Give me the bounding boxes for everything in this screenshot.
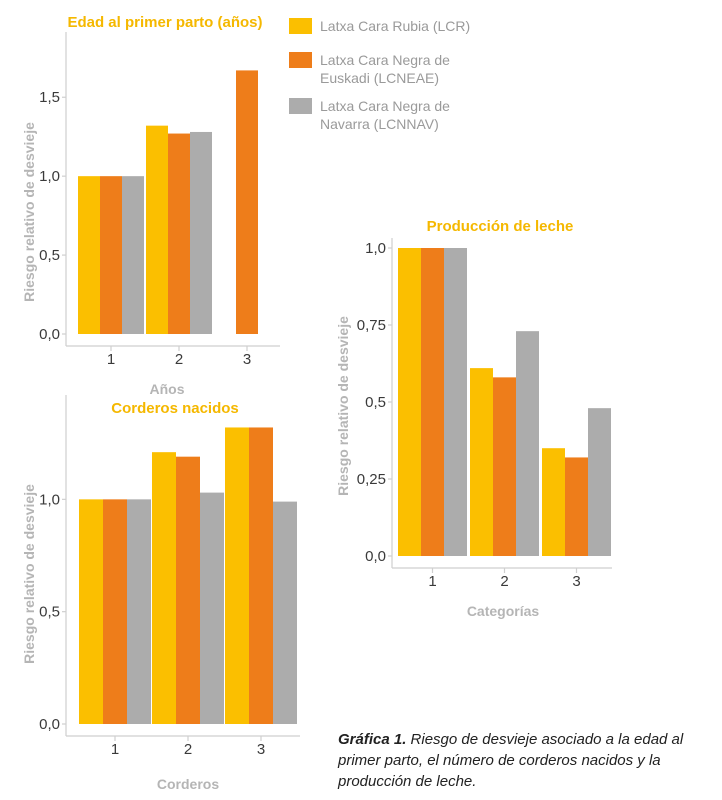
legend-label-lcnnav: Latxa Cara Negra de <box>320 98 450 114</box>
bar-lcnnav-cat-3 <box>273 501 297 724</box>
chart-title: Edad al primer parto (años) <box>67 14 262 31</box>
x-tick-label: 2 <box>184 741 192 758</box>
y-tick-label: 0,5 <box>365 394 386 411</box>
y-tick-label: 1,0 <box>365 240 386 257</box>
chart-title: Producción de leche <box>427 218 574 235</box>
y-tick-label: 0,25 <box>357 471 386 488</box>
chart-title: Corderos nacidos <box>111 400 239 417</box>
legend-label-lcneae: Euskadi (LCNEAE) <box>320 70 439 86</box>
bar-lcnnav-cat-2 <box>516 331 539 556</box>
y-tick-label: 1,0 <box>39 491 60 508</box>
x-tick-label: 3 <box>243 351 251 368</box>
x-axis-title: Años <box>150 381 185 397</box>
caption-text: Riesgo de desvieje asociado a la edad al… <box>338 731 684 790</box>
bar-lcneae-cat-1 <box>100 176 122 334</box>
bar-lcr-cat-1 <box>79 499 103 724</box>
bar-lcr-cat-1 <box>78 176 100 334</box>
bar-lcnnav-cat-2 <box>190 131 212 334</box>
bar-lcneae-cat-1 <box>421 248 444 556</box>
bar-lcneae-cat-3 <box>249 427 273 724</box>
bar-lcneae-cat-2 <box>168 133 190 334</box>
bar-lcneae-cat-2 <box>176 456 200 724</box>
legend-swatch-lcneae <box>289 52 312 68</box>
y-tick-label: 0,5 <box>39 247 60 264</box>
x-tick-label: 2 <box>500 573 508 590</box>
chart-produccion-leche: Producción de leche 0,0 0,25 0,5 0,75 1,0 1 2 3 C… <box>335 218 612 619</box>
legend-label-lcneae: Latxa Cara Negra de <box>320 52 450 68</box>
bar-lcr-cat-3 <box>225 427 249 724</box>
x-tick-label: 1 <box>111 741 119 758</box>
caption-label: Gráfica 1. <box>338 731 407 748</box>
chart-corderos-nacidos: Corderos nacidos 0,0 0,5 1,0 1 2 3 Corderos Ries… <box>21 395 300 792</box>
y-tick-label: 0,5 <box>39 604 60 621</box>
y-axis-title: Riesgo relativo de desvieje <box>21 122 37 302</box>
x-axis-title: Categorías <box>467 603 540 619</box>
bar-lcneae-cat-3 <box>565 457 588 556</box>
bar-lcr-cat-2 <box>152 452 176 724</box>
y-axis-title: Riesgo relativo de desvieje <box>335 316 351 496</box>
bar-lcneae-cat-2 <box>493 377 516 556</box>
legend-label-lcr: Latxa Cara Rubia (LCR) <box>320 18 470 34</box>
y-tick-label: 0,0 <box>365 548 386 565</box>
bar-lcr-cat-1 <box>398 248 421 556</box>
y-tick-label: 1,5 <box>39 89 60 106</box>
bar-lcr-cat-2 <box>146 125 168 334</box>
legend-label-lcnnav: Navarra (LCNNAV) <box>320 116 439 132</box>
x-tick-label: 1 <box>428 573 436 590</box>
x-tick-label: 3 <box>572 573 580 590</box>
bar-lcneae-cat-3 <box>236 70 258 334</box>
chart-edad-primer-parto: Edad al primer parto (años) 0,0 0,5 1,0 1,5 1… <box>21 14 280 397</box>
y-tick-label: 1,0 <box>39 168 60 185</box>
bar-lcnnav-cat-1 <box>127 499 151 724</box>
y-axis-title: Riesgo relativo de desvieje <box>21 484 37 664</box>
legend-swatch-lcnnav <box>289 98 312 114</box>
x-tick-label: 2 <box>175 351 183 368</box>
legend-swatch-lcr <box>289 18 312 34</box>
figure-caption: Gráfica 1. Riesgo de desvieje asociado a… <box>338 729 718 792</box>
bar-lcnnav-cat-1 <box>444 248 467 556</box>
bar-lcnnav-cat-1 <box>122 176 144 334</box>
y-tick-label: 0,75 <box>357 317 386 334</box>
bar-lcr-cat-2 <box>470 368 493 556</box>
x-axis-title: Corderos <box>157 776 219 792</box>
y-tick-label: 0,0 <box>39 716 60 733</box>
y-tick-label: 0,0 <box>39 326 60 343</box>
x-tick-label: 3 <box>257 741 265 758</box>
bar-lcneae-cat-1 <box>103 499 127 724</box>
bar-lcr-cat-3 <box>542 448 565 556</box>
legend: Latxa Cara Rubia (LCR) Latxa Cara Negra d… <box>289 18 470 132</box>
x-tick-label: 1 <box>107 351 115 368</box>
bar-lcnnav-cat-2 <box>200 492 224 724</box>
bar-lcnnav-cat-3 <box>588 408 611 556</box>
